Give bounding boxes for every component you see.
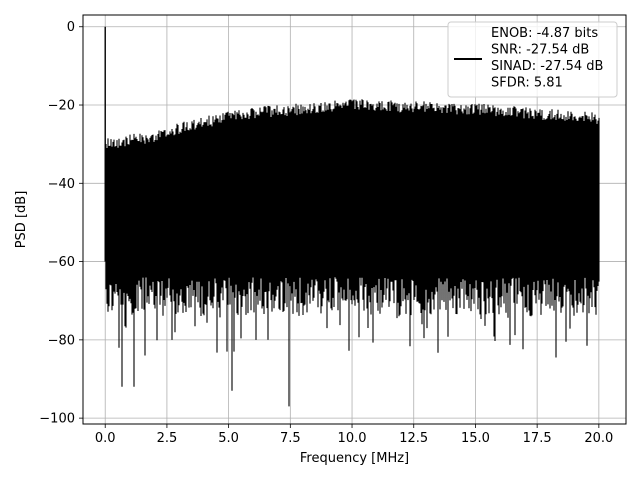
- legend-sinad: SINAD: -27.54 dB: [491, 59, 603, 74]
- x-tick-label: 10.0: [338, 431, 367, 446]
- y-tick-label: −80: [48, 333, 75, 348]
- x-tick-label: 5.0: [218, 431, 239, 446]
- legend-snr: SNR: -27.54 dB: [491, 43, 589, 58]
- y-tick-label: −100: [39, 412, 75, 427]
- y-tick-label: −40: [48, 177, 75, 192]
- x-axis-label: Frequency [MHz]: [300, 451, 409, 466]
- x-tick-label: 20.0: [584, 431, 613, 446]
- y-tick-label: 0: [67, 20, 75, 35]
- x-axis-ticks: 0.0 2.5 5.0 7.5 10.0 12.5 15.0 17.5 20.0: [95, 424, 613, 446]
- legend: ENOB: -4.87 bits SNR: -27.54 dB SINAD: -…: [447, 21, 618, 98]
- x-tick-label: 2.5: [157, 431, 178, 446]
- y-axis-ticks: 0 −20 −40 −60 −80 −100: [39, 20, 83, 427]
- y-axis-label: PSD [dB]: [14, 191, 29, 249]
- x-tick-label: 0.0: [95, 431, 116, 446]
- legend-box: [447, 21, 618, 98]
- axes-frame: [82, 14, 627, 425]
- plot-area: [104, 26, 600, 407]
- y-tick-label: −20: [48, 99, 75, 114]
- x-tick-label: 15.0: [461, 431, 490, 446]
- x-tick-label: 12.5: [399, 431, 428, 446]
- x-tick-label: 7.5: [280, 431, 301, 446]
- psd-trace: [105, 99, 600, 407]
- x-tick-label: 17.5: [523, 431, 552, 446]
- y-tick-label: −60: [48, 255, 75, 270]
- legend-sfdr: SFDR: 5.81: [491, 76, 563, 91]
- legend-enob: ENOB: -4.87 bits: [491, 26, 598, 41]
